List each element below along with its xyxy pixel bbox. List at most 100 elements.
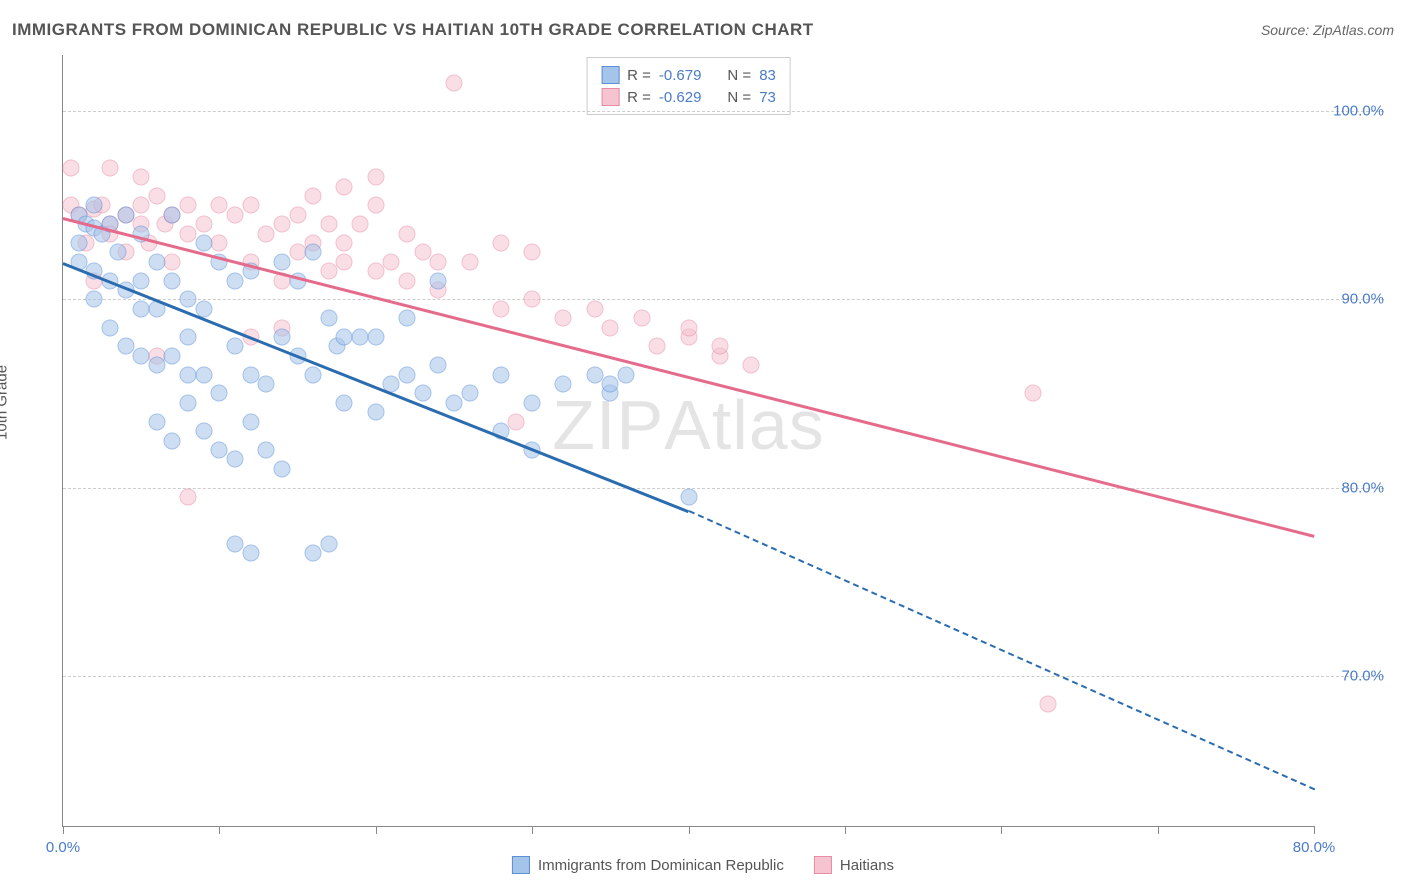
source-credit: Source: ZipAtlas.com: [1261, 22, 1394, 38]
data-point: [211, 385, 228, 402]
data-point: [133, 169, 150, 186]
stats-legend: R = -0.679 N = 83 R = -0.629 N = 73: [586, 57, 791, 115]
data-point: [242, 366, 259, 383]
data-point: [524, 244, 541, 261]
chart-container: 10th Grade ZIPAtlas R = -0.679 N = 83 R …: [12, 55, 1394, 882]
data-point: [1024, 385, 1041, 402]
data-point: [399, 310, 416, 327]
x-tick: [1314, 826, 1315, 834]
data-point: [492, 300, 509, 317]
data-point: [743, 357, 760, 374]
data-point: [133, 347, 150, 364]
data-point: [492, 235, 509, 252]
stats-row-dominican: R = -0.679 N = 83: [601, 64, 776, 86]
x-tick: [63, 826, 64, 834]
data-point: [289, 206, 306, 223]
data-point: [164, 347, 181, 364]
data-point: [273, 329, 290, 346]
data-point: [133, 300, 150, 317]
swatch-dominican-bottom: [512, 856, 530, 874]
data-point: [649, 338, 666, 355]
data-point: [711, 338, 728, 355]
data-point: [461, 253, 478, 270]
data-point: [227, 451, 244, 468]
gridline: [63, 488, 1384, 489]
data-point: [242, 197, 259, 214]
data-point: [305, 366, 322, 383]
data-point: [305, 244, 322, 261]
data-point: [445, 394, 462, 411]
data-point: [320, 216, 337, 233]
data-point: [180, 366, 197, 383]
y-tick-label: 90.0%: [1324, 291, 1384, 308]
data-point: [633, 310, 650, 327]
data-point: [258, 376, 275, 393]
data-point: [273, 460, 290, 477]
x-tick-label: 0.0%: [46, 839, 80, 856]
x-tick: [376, 826, 377, 834]
data-point: [148, 253, 165, 270]
data-point: [148, 357, 165, 374]
gridline: [63, 299, 1384, 300]
data-point: [195, 423, 212, 440]
data-point: [133, 272, 150, 289]
data-point: [86, 197, 103, 214]
chart-title: IMMIGRANTS FROM DOMINICAN REPUBLIC VS HA…: [12, 20, 814, 40]
legend-item-dominican: Immigrants from Dominican Republic: [512, 856, 784, 874]
y-tick-label: 100.0%: [1324, 103, 1384, 120]
data-point: [211, 197, 228, 214]
data-point: [273, 253, 290, 270]
data-point: [211, 235, 228, 252]
data-point: [586, 366, 603, 383]
data-point: [352, 216, 369, 233]
swatch-haitian: [601, 88, 619, 106]
data-point: [336, 253, 353, 270]
data-point: [352, 329, 369, 346]
data-point: [508, 413, 525, 430]
data-point: [602, 376, 619, 393]
x-tick: [1001, 826, 1002, 834]
data-point: [430, 357, 447, 374]
data-point: [320, 263, 337, 280]
data-point: [148, 413, 165, 430]
data-point: [86, 291, 103, 308]
data-point: [180, 329, 197, 346]
data-point: [320, 535, 337, 552]
data-point: [414, 244, 431, 261]
data-point: [211, 441, 228, 458]
data-point: [180, 291, 197, 308]
data-point: [227, 206, 244, 223]
data-point: [273, 216, 290, 233]
x-tick: [1158, 826, 1159, 834]
data-point: [680, 319, 697, 336]
data-point: [367, 169, 384, 186]
x-tick: [219, 826, 220, 834]
data-point: [617, 366, 634, 383]
data-point: [320, 310, 337, 327]
data-point: [367, 329, 384, 346]
data-point: [164, 432, 181, 449]
data-point: [258, 441, 275, 458]
source-link[interactable]: ZipAtlas.com: [1313, 22, 1394, 38]
swatch-haitian-bottom: [814, 856, 832, 874]
x-tick-label: 80.0%: [1293, 839, 1336, 856]
data-point: [242, 545, 259, 562]
data-point: [289, 244, 306, 261]
data-point: [383, 253, 400, 270]
data-point: [399, 366, 416, 383]
bottom-legend: Immigrants from Dominican Republic Haiti…: [512, 856, 894, 874]
data-point: [164, 206, 181, 223]
data-point: [492, 366, 509, 383]
data-point: [336, 394, 353, 411]
data-point: [586, 300, 603, 317]
data-point: [602, 319, 619, 336]
data-point: [117, 338, 134, 355]
data-point: [180, 394, 197, 411]
data-point: [555, 310, 572, 327]
watermark: ZIPAtlas: [552, 385, 825, 465]
data-point: [367, 263, 384, 280]
data-point: [414, 385, 431, 402]
y-tick-label: 70.0%: [1324, 667, 1384, 684]
data-point: [109, 244, 126, 261]
data-point: [430, 253, 447, 270]
